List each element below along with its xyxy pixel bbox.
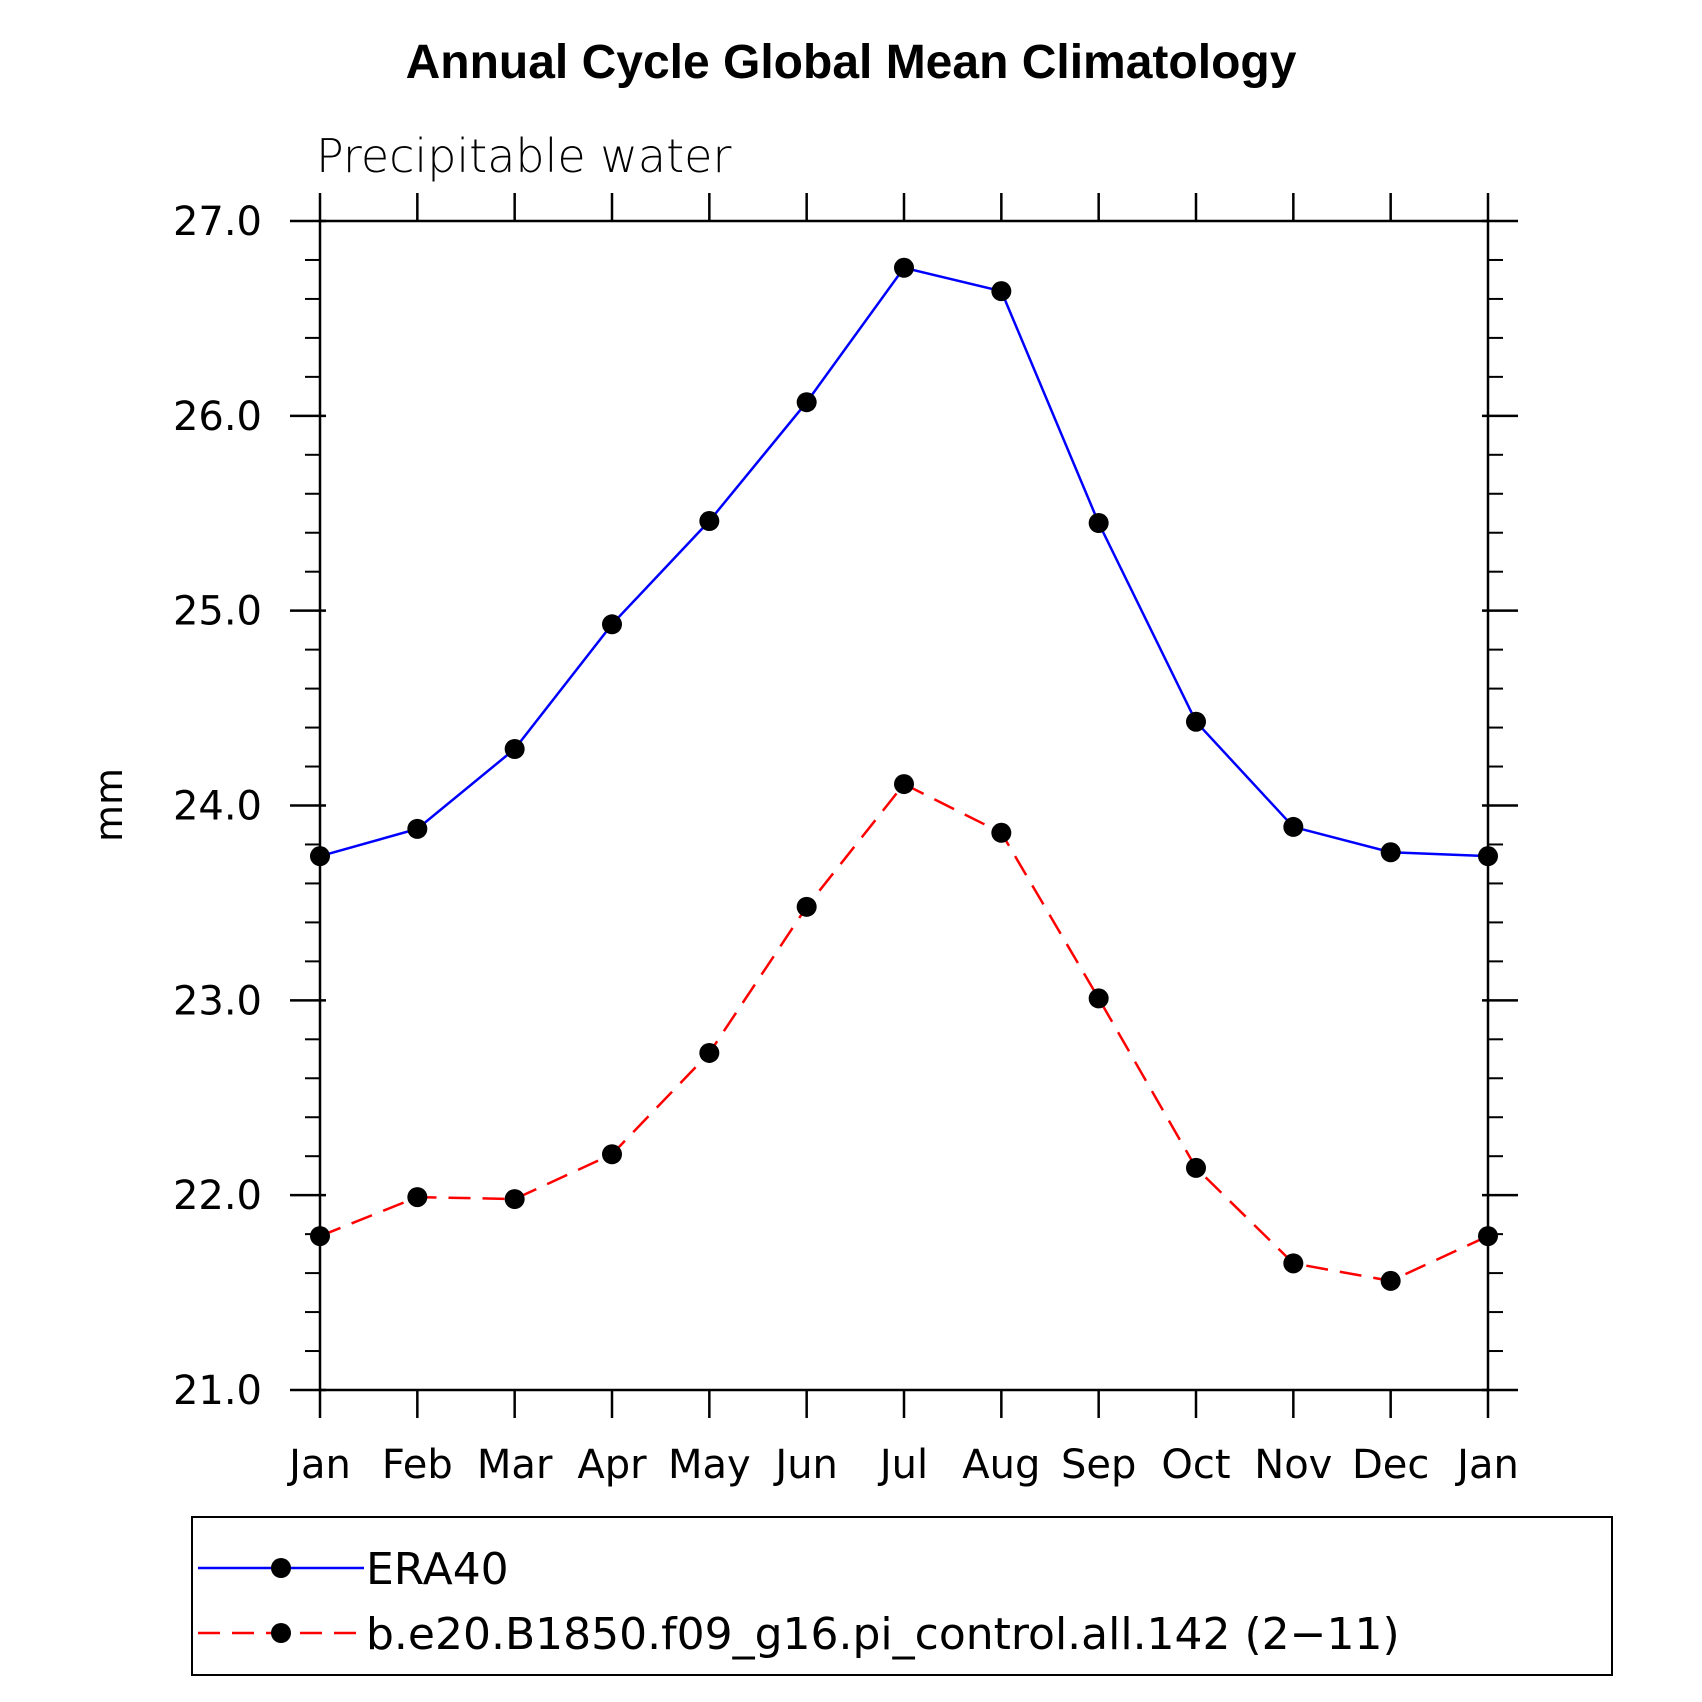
legend-marker-1 (271, 1623, 291, 1643)
y-tick-label: 23.0 (173, 978, 262, 1024)
series-0-point (407, 818, 428, 839)
x-tick-label: May (668, 1442, 751, 1488)
x-tick-label: Jul (877, 1442, 928, 1488)
y-axis-label: mm (87, 768, 131, 842)
x-tick-label: Jan (286, 1442, 351, 1488)
x-tick-label: Aug (962, 1442, 1040, 1488)
x-tick-label: Sep (1061, 1442, 1136, 1488)
x-tick-label: Mar (477, 1442, 553, 1488)
series-1-point (602, 1144, 622, 1165)
x-tick-label: Apr (577, 1442, 647, 1488)
series-1-point (1283, 1253, 1304, 1274)
series-line-1 (319, 782, 1489, 1283)
series-0-point (1478, 846, 1498, 867)
series-1-point (991, 822, 1012, 843)
x-tick-label: Feb (382, 1442, 453, 1488)
x-tick-label: Jan (1454, 1442, 1519, 1488)
series-1-point (796, 896, 817, 917)
series-0-point (1380, 842, 1401, 863)
series-0-point (1186, 711, 1206, 732)
y-tick-label: 25.0 (173, 589, 262, 635)
chart-title: Annual Cycle Global Mean Climatology (406, 36, 1297, 89)
series-0-point (699, 511, 720, 532)
series-1-point (1186, 1157, 1206, 1178)
series-1-point (310, 1226, 330, 1247)
legend-marker-0 (271, 1558, 291, 1578)
chart-subtitle: Precipitable water (316, 129, 731, 183)
legend: ERA40 b.e20.B1850.f09_g16.pi_control.all.… (191, 1516, 1613, 1676)
series-0-point (1283, 816, 1304, 837)
y-tick-label: 22.0 (173, 1173, 262, 1219)
series-line-0 (319, 266, 1489, 858)
y-tick-label: 26.0 (173, 394, 262, 440)
x-tick-label: Nov (1254, 1442, 1332, 1488)
series-0-point (310, 846, 330, 867)
series-0-point (796, 392, 817, 413)
series-1-point (1088, 988, 1109, 1009)
series-0-point (602, 614, 622, 635)
x-tick-label: Jun (772, 1442, 838, 1488)
series-0-point (1088, 512, 1109, 533)
series-1-point (504, 1189, 525, 1210)
legend-label-1: b.e20.B1850.f09_g16.pi_control.all.142 (… (366, 1609, 1400, 1660)
series-0-point (991, 281, 1012, 302)
y-tick-label: 27.0 (173, 199, 262, 245)
series-layer (310, 257, 1498, 1291)
series-0-point (894, 257, 914, 278)
series-1-point (699, 1042, 720, 1063)
series-1-point (1478, 1226, 1498, 1247)
y-tick-label: 21.0 (173, 1368, 262, 1414)
series-1-point (894, 774, 914, 795)
x-tick-label: Oct (1161, 1442, 1230, 1488)
x-tick-label: Dec (1352, 1442, 1429, 1488)
legend-label-0: ERA40 (366, 1544, 509, 1595)
series-1-point (407, 1187, 428, 1208)
legend-box (191, 1516, 1613, 1676)
series-1-point (1380, 1270, 1401, 1291)
plot-frame (318, 219, 1490, 1392)
series-0-point (504, 738, 525, 759)
axes: Jan Feb Mar Apr May Jun Jul Aug Sep Oct Nov Dec Jan 2… (173, 193, 1519, 1488)
y-tick-label: 24.0 (173, 784, 262, 830)
